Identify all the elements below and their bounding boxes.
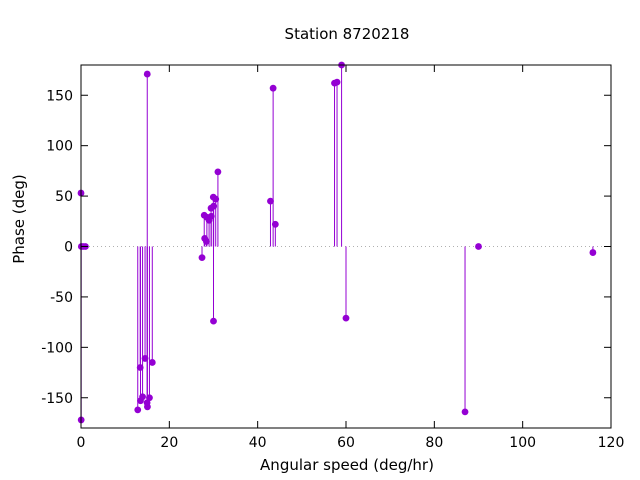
data-point: [143, 70, 151, 78]
data-point: [210, 317, 217, 325]
x-tick-label: 20: [160, 435, 178, 451]
data-point: [589, 249, 597, 256]
data-point: [148, 359, 156, 366]
x-tick-label: 60: [337, 435, 355, 451]
data-point: [461, 408, 469, 416]
data-point: [210, 202, 218, 210]
data-point: [136, 364, 144, 371]
data-point: [198, 254, 206, 261]
chart-title: Station 8720218: [285, 25, 410, 43]
data-point: [144, 403, 151, 411]
data-point: [271, 220, 279, 228]
data-point: [267, 197, 274, 205]
y-tick-label: 150: [46, 88, 73, 104]
data-point: [333, 78, 341, 86]
data-point: [141, 355, 149, 362]
tick-layer: 0 20 40 60 80 100 120 -150 -100 -50 0 50 100 150: [41, 65, 624, 451]
data-point: [475, 243, 482, 250]
data-point: [146, 394, 153, 402]
x-tick-label: 100: [509, 435, 536, 451]
x-axis-title: Angular speed (deg/hr): [260, 456, 434, 474]
data-point: [207, 212, 215, 220]
point-layer: [77, 61, 597, 424]
x-tick-label: 0: [77, 435, 86, 451]
data-point: [134, 406, 142, 414]
data-point: [269, 84, 277, 92]
y-tick-label: 100: [46, 139, 73, 155]
y-tick-label: -150: [41, 391, 73, 407]
y-axis-title: Phase (deg): [10, 174, 28, 264]
x-tick-label: 40: [249, 435, 267, 451]
y-tick-label: -100: [41, 340, 73, 356]
impulse-layer: [80, 65, 594, 420]
data-point: [342, 314, 350, 322]
y-tick-label: 0: [64, 240, 73, 256]
data-point: [214, 168, 222, 176]
data-point: [139, 393, 146, 401]
data-point: [203, 238, 210, 245]
y-tick-label: 50: [55, 189, 73, 205]
x-tick-label: 120: [598, 435, 625, 451]
data-point: [212, 195, 220, 203]
x-tick-label: 80: [425, 435, 443, 451]
y-tick-label: -50: [50, 290, 73, 306]
